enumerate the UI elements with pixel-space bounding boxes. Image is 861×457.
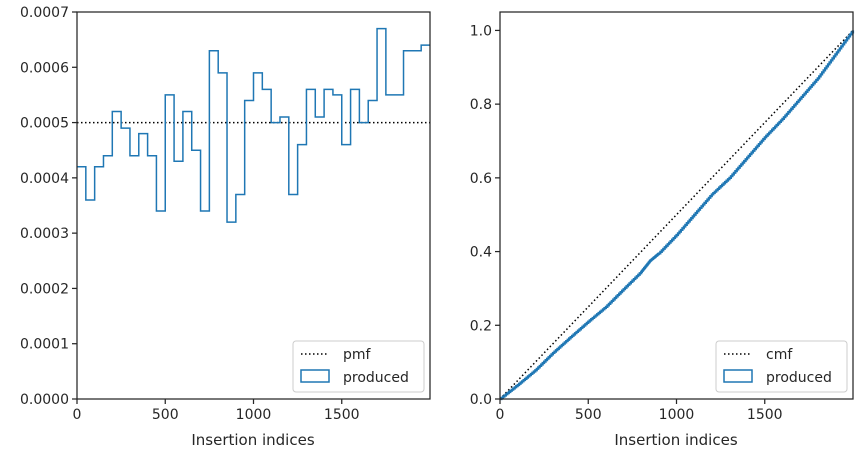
y-tick-label: 0.2 <box>470 318 492 334</box>
y-tick-label: 0.0007 <box>20 5 69 21</box>
x-tick-label: 1000 <box>236 407 272 423</box>
right-panel: 0.0 0.2 0.4 0.6 0.8 1.0 0 500 1000 1500 Insertio… <box>470 11 855 449</box>
y-tick-label: 1.0 <box>470 23 492 39</box>
x-tick-label: 1000 <box>659 407 695 423</box>
y-tick-label: 0.6 <box>470 171 492 187</box>
right-plot-background <box>500 12 853 399</box>
left-legend: pmf produced <box>292 340 425 393</box>
right-x-axis-label: Insertion indices <box>614 431 737 449</box>
y-tick-label: 0.4 <box>470 245 492 261</box>
right-legend-cmf-label: cmf <box>766 347 793 363</box>
left-y-ticks: 0.0000 0.0001 0.0002 0.0003 0.0004 0.0005 0.00… <box>20 5 77 408</box>
y-tick-label: 0.0002 <box>20 281 69 297</box>
x-tick-label: 0 <box>496 407 505 423</box>
y-tick-label: 0.0006 <box>20 60 69 76</box>
right-x-ticks: 0 500 1000 1500 <box>496 399 783 423</box>
y-tick-label: 0.8 <box>470 97 492 113</box>
right-cmf-line <box>499 29 854 400</box>
left-x-axis-label: Insertion indices <box>191 431 314 449</box>
x-tick-label: 1500 <box>324 407 360 423</box>
left-panel: 0.0000 0.0001 0.0002 0.0003 0.0004 0.0005 0.00… <box>20 5 431 449</box>
right-legend-produced-swatch <box>723 369 753 383</box>
right-legend-produced-label: produced <box>766 370 832 386</box>
y-tick-label: 0.0003 <box>20 226 69 242</box>
x-tick-label: 500 <box>152 407 179 423</box>
x-tick-label: 0 <box>73 407 82 423</box>
y-tick-label: 0.0000 <box>20 392 69 408</box>
y-tick-label: 0.0005 <box>20 116 69 132</box>
left-legend-pmf-label: pmf <box>343 347 372 363</box>
y-tick-label: 0.0004 <box>20 171 69 187</box>
left-legend-produced-swatch <box>300 369 330 383</box>
x-tick-label: 500 <box>575 407 602 423</box>
y-tick-label: 0.0001 <box>20 337 69 353</box>
left-legend-produced-label: produced <box>343 370 409 386</box>
y-tick-label: 0.0 <box>470 392 492 408</box>
left-produced-step <box>77 27 430 223</box>
right-produced-step <box>500 30 855 401</box>
right-legend: cmf produced <box>715 340 848 393</box>
right-y-ticks: 0.0 0.2 0.4 0.6 0.8 1.0 <box>470 23 500 408</box>
x-tick-label: 1500 <box>747 407 783 423</box>
left-x-ticks: 0 500 1000 1500 <box>73 399 360 423</box>
